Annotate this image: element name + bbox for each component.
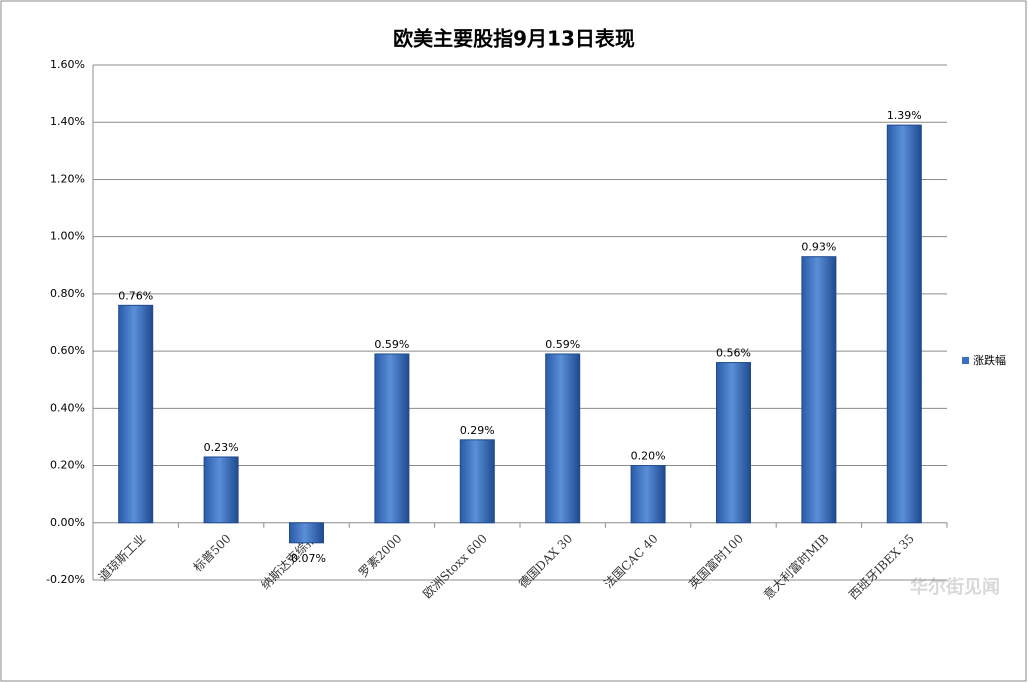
legend-label: 涨跌幅 <box>973 353 1006 367</box>
data-label: 0.76% <box>118 289 153 302</box>
bar <box>886 124 922 524</box>
data-label: 1.39% <box>887 109 922 122</box>
y-tick-label: 0.20% <box>50 459 85 472</box>
y-tick-label: 1.20% <box>50 172 85 185</box>
data-label: 0.29% <box>460 424 495 437</box>
watermark: 华尔街见闻 <box>910 576 1000 598</box>
y-tick-label: 0.80% <box>50 287 85 300</box>
bar <box>289 522 324 544</box>
bar <box>630 465 666 524</box>
legend-swatch <box>962 357 969 364</box>
data-label: 0.59% <box>374 338 409 351</box>
bar <box>118 304 154 524</box>
data-label: 0.20% <box>631 450 666 463</box>
y-tick-label: 0.00% <box>50 516 85 529</box>
data-label: 0.23% <box>204 441 239 454</box>
bar <box>459 439 495 524</box>
bar <box>801 256 837 524</box>
data-label: 0.59% <box>545 338 580 351</box>
y-tick-label: 1.40% <box>50 115 85 128</box>
bar <box>716 362 751 524</box>
data-label: -0.07% <box>287 552 326 565</box>
bar <box>374 353 410 524</box>
y-tick-label: 0.40% <box>50 401 85 414</box>
y-tick-label: -0.20% <box>46 573 85 586</box>
data-label: 0.56% <box>716 347 751 360</box>
y-tick-label: 1.60% <box>50 58 85 71</box>
chart-title: 欧美主要股指9月13日表现 <box>393 27 635 51</box>
data-label: 0.93% <box>801 241 836 254</box>
bar <box>203 456 239 524</box>
bar <box>545 353 581 524</box>
y-tick-label: 0.60% <box>50 344 85 357</box>
y-tick-label: 1.00% <box>50 230 85 243</box>
